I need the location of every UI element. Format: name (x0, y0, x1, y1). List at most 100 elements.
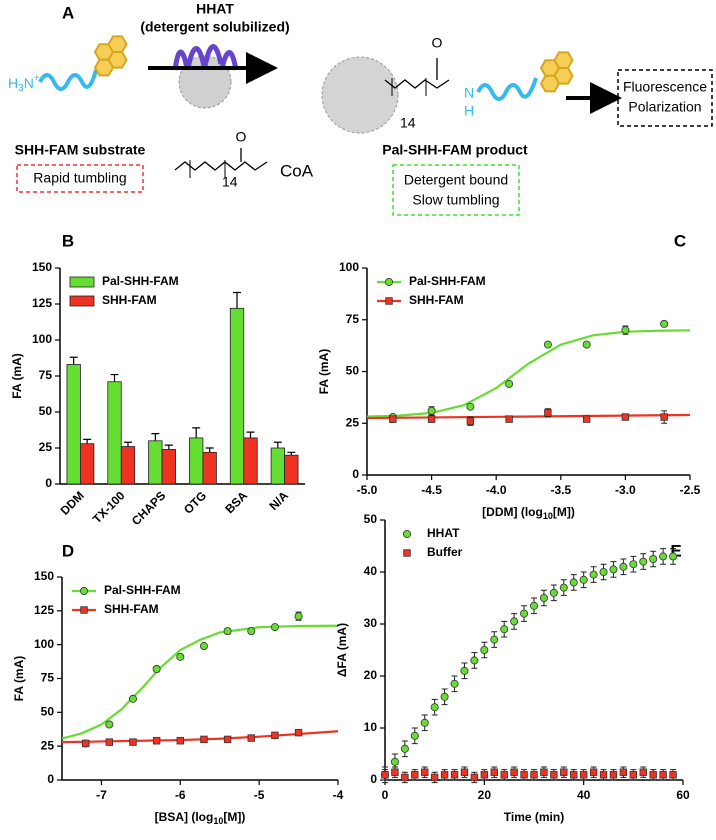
bar (270, 447, 285, 485)
error-bar (69, 356, 78, 365)
enzyme-label: HHAT (196, 1, 234, 17)
x-tick-label: N/A (266, 488, 291, 513)
point (105, 720, 114, 729)
point (629, 560, 638, 569)
x-axis-label-part: [BSA] (log (155, 810, 214, 824)
amine: H3N+ (8, 73, 40, 94)
point (582, 340, 591, 349)
error-bar (205, 447, 214, 453)
product-label: Pal-SHH-FAM product (382, 142, 528, 158)
point (609, 771, 618, 779)
point (105, 738, 114, 746)
point (247, 734, 255, 742)
bar (229, 307, 245, 485)
point (421, 768, 429, 776)
point (490, 768, 498, 776)
point (176, 652, 185, 661)
legend-label: Pal-SHH-FAM (104, 583, 181, 597)
point (450, 771, 459, 779)
legend-label: Pal-SHH-FAM (409, 274, 486, 288)
point (460, 768, 469, 776)
y-axis-label: FA (mA) (12, 656, 26, 702)
legend-marker (402, 530, 411, 539)
x-tick-label: -7 (96, 788, 107, 802)
error-bar (110, 373, 119, 382)
substrate-state: Rapid tumbling (33, 170, 126, 186)
point (530, 771, 538, 779)
point (599, 568, 608, 577)
legend-marker (384, 277, 393, 286)
repeat-count: 14 (222, 174, 238, 190)
x-tick-label: TX-100 (90, 488, 128, 526)
point (543, 340, 552, 349)
point (559, 583, 568, 592)
y-tick-label: 100 (34, 637, 54, 651)
point (510, 768, 518, 776)
point (466, 402, 475, 411)
product-state: Detergent bound (404, 172, 508, 188)
error-bar (246, 431, 255, 438)
point (500, 625, 509, 634)
error-bar (192, 427, 201, 438)
point (599, 771, 608, 779)
point (389, 415, 397, 423)
y-tick-label: 10 (364, 720, 378, 734)
fit-line (61, 624, 339, 740)
x-tick-label: BSA (222, 488, 250, 516)
point (427, 406, 436, 415)
point (639, 768, 647, 776)
enzyme-shape (172, 44, 239, 71)
point (271, 731, 279, 740)
point (176, 737, 184, 745)
amine-part: + (34, 73, 40, 84)
point (440, 692, 449, 701)
point (609, 565, 618, 574)
error-bar (123, 441, 132, 447)
point (411, 771, 419, 779)
point (223, 627, 232, 636)
peptide (38, 69, 98, 91)
point (505, 379, 514, 388)
peptide (476, 77, 538, 101)
y-tick-label: 150 (32, 260, 52, 274)
y-tick-label: 100 (32, 332, 52, 346)
point (619, 768, 628, 776)
x-tick-label: OTG (181, 488, 209, 516)
point (430, 703, 439, 712)
readout: Polarization (628, 99, 701, 115)
bar (148, 440, 163, 485)
point (549, 588, 558, 597)
x-tick-label: 60 (676, 788, 690, 802)
amine-part: H (8, 75, 18, 91)
point (579, 575, 588, 584)
oxygen: O (236, 129, 247, 145)
point (539, 594, 548, 603)
y-tick-label: 50 (364, 512, 378, 526)
point (381, 771, 389, 779)
point (520, 609, 529, 618)
point (589, 768, 598, 776)
y-tick-label: 40 (364, 564, 378, 578)
y-tick-label: 25 (41, 738, 55, 752)
point (401, 773, 409, 782)
x-tick-label: -5 (254, 788, 265, 802)
point (430, 773, 439, 782)
y-tick-label: 100 (339, 260, 359, 274)
point (440, 771, 449, 779)
enzyme-note: (detergent solubilized) (140, 19, 289, 35)
legend-label: Buffer (427, 545, 463, 559)
state-box (16, 164, 144, 193)
fluorophore (540, 51, 574, 93)
point (660, 319, 669, 328)
panel-label: B (62, 231, 74, 250)
error-bar (287, 451, 296, 456)
point (639, 557, 648, 566)
point (480, 771, 489, 779)
readout: Fluorescence (623, 79, 707, 95)
point (540, 768, 548, 776)
bar (66, 364, 81, 485)
x-axis-label-part: [DDM] (log (482, 505, 543, 519)
state-box (392, 164, 520, 216)
error-bar (151, 433, 160, 441)
